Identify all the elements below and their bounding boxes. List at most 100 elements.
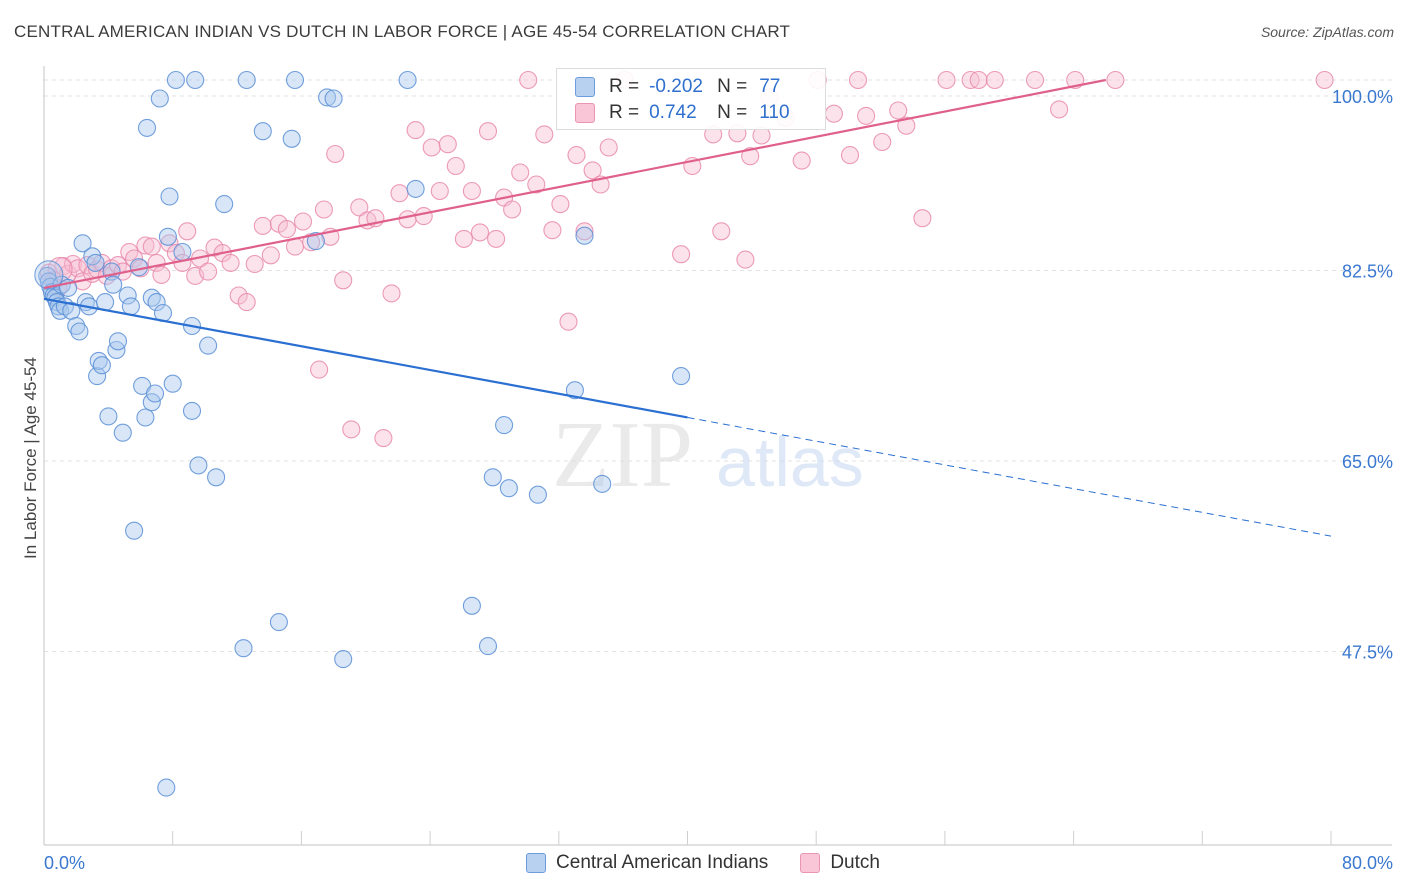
central-american-indian-point bbox=[565, 381, 584, 400]
central-american-indian-point bbox=[88, 367, 107, 386]
r-value: -0.202 bbox=[649, 76, 703, 97]
watermark-zip: ZIP bbox=[552, 403, 693, 507]
central-american-indian-point bbox=[207, 468, 226, 487]
dutch-point bbox=[824, 104, 843, 123]
watermark-atlas: atlas bbox=[716, 423, 864, 501]
dutch-point bbox=[237, 293, 256, 312]
dutch-point bbox=[125, 249, 144, 268]
central-american-indian-point bbox=[121, 297, 140, 316]
y-tick-label: 100.0% bbox=[1332, 87, 1393, 107]
dutch-point bbox=[342, 420, 361, 439]
central-american-indian-point bbox=[125, 521, 144, 540]
axes bbox=[43, 66, 1392, 846]
dutch-point bbox=[527, 175, 546, 194]
central-american-indian-point bbox=[575, 226, 594, 245]
central-american-indian-point bbox=[158, 227, 177, 246]
central-american-indian-point bbox=[318, 88, 337, 107]
n-label: N = bbox=[717, 76, 748, 97]
trend-line-dutch bbox=[43, 78, 1106, 289]
central-american-indian-point bbox=[86, 253, 105, 272]
dutch-point bbox=[672, 245, 691, 264]
dutch-point bbox=[314, 200, 333, 219]
central-american-indian-point bbox=[189, 456, 208, 475]
zipatlas-watermark: ZIP atlas bbox=[552, 403, 864, 507]
stats-row-dutch: R = 0.742 N = 110 bbox=[575, 101, 790, 125]
central-american-indian-point bbox=[182, 401, 202, 420]
central-american-indian-point bbox=[160, 187, 179, 206]
y-tick-label: 65.0% bbox=[1342, 452, 1393, 472]
dutch-point bbox=[261, 246, 280, 265]
dutch-point bbox=[551, 195, 570, 214]
central-american-indian-point bbox=[324, 89, 343, 108]
r-value: 0.742 bbox=[649, 102, 697, 123]
stats-row-central-american-indians: R = -0.202 N = 77 bbox=[575, 75, 780, 99]
dutch-point bbox=[889, 101, 908, 120]
central-american-indian-point bbox=[528, 485, 547, 504]
dutch-point bbox=[199, 262, 218, 281]
central-american-indian-point bbox=[306, 232, 325, 251]
central-american-indian-point bbox=[136, 408, 155, 427]
dutch-point bbox=[985, 70, 1004, 90]
legend-label: Central American Indians bbox=[556, 852, 769, 873]
x-tick-label: 0.0% bbox=[44, 853, 85, 873]
dutch-point bbox=[136, 236, 155, 255]
dutch-point bbox=[543, 221, 562, 240]
dutch-point bbox=[937, 70, 956, 90]
dutch-point bbox=[350, 198, 369, 217]
central-american-indian-point bbox=[99, 407, 118, 426]
central-american-indian-point bbox=[253, 122, 272, 141]
central-american-indian-point bbox=[137, 118, 157, 137]
dutch-point bbox=[310, 360, 329, 379]
central-american-indian-point bbox=[495, 416, 514, 435]
dutch-point bbox=[438, 135, 457, 154]
dutch-point bbox=[152, 265, 171, 284]
dutch-point bbox=[741, 147, 760, 166]
dutch-point bbox=[221, 253, 240, 272]
dutch-point bbox=[559, 312, 578, 331]
blue-swatch bbox=[575, 77, 595, 97]
central-american-indian-point bbox=[145, 384, 165, 403]
dutch-point bbox=[334, 271, 353, 290]
dutch-point bbox=[430, 181, 449, 201]
central-american-indian-point bbox=[269, 613, 288, 632]
dutch-point bbox=[178, 222, 197, 241]
central-american-indian-point bbox=[186, 70, 205, 90]
central-american-indian-point bbox=[70, 322, 89, 341]
central-american-indian-point bbox=[672, 367, 691, 386]
dutch-point bbox=[382, 284, 401, 303]
pink-swatch bbox=[800, 853, 821, 873]
central-american-indian-point bbox=[150, 89, 169, 108]
series-legend: Central American Indians Dutch bbox=[0, 852, 1406, 874]
legend-item-central-american-indians[interactable]: Central American Indians bbox=[526, 852, 768, 874]
legend-item-dutch[interactable]: Dutch bbox=[800, 852, 880, 874]
trend-line-central-american-indians bbox=[43, 297, 688, 419]
dutch-point bbox=[1106, 70, 1125, 90]
source-credit: Source: ZipAtlas.com bbox=[1260, 24, 1394, 40]
grid-lines bbox=[44, 79, 1392, 652]
dutch-point bbox=[848, 70, 868, 90]
dutch-point bbox=[487, 229, 506, 248]
dutch-point bbox=[454, 229, 473, 248]
central-american-indian-point bbox=[234, 639, 253, 658]
central-american-indian-point bbox=[483, 468, 502, 487]
dutch-point bbox=[245, 254, 264, 274]
dutch-point bbox=[293, 212, 313, 231]
dutch-point bbox=[599, 138, 618, 157]
dutch-point bbox=[1050, 100, 1069, 119]
dutch-point bbox=[575, 222, 594, 241]
dutch-point bbox=[583, 161, 602, 180]
dutch-point bbox=[253, 216, 272, 235]
dutch-point bbox=[736, 250, 755, 269]
central-american-indian-point bbox=[92, 356, 111, 375]
dutch-point bbox=[374, 429, 393, 448]
tick-labels: 47.5% 65.0% 82.5% 100.0% 0.0% 80.0% bbox=[44, 87, 1393, 873]
central-american-indian-point bbox=[462, 596, 481, 615]
dutch-point bbox=[519, 70, 538, 90]
r-label: R = bbox=[609, 102, 640, 123]
r-label: R = bbox=[609, 76, 640, 97]
central-american-indian-point bbox=[104, 275, 123, 294]
central-american-indian-point bbox=[73, 234, 92, 253]
dutch-point bbox=[142, 237, 161, 256]
dutch-point bbox=[913, 209, 932, 228]
